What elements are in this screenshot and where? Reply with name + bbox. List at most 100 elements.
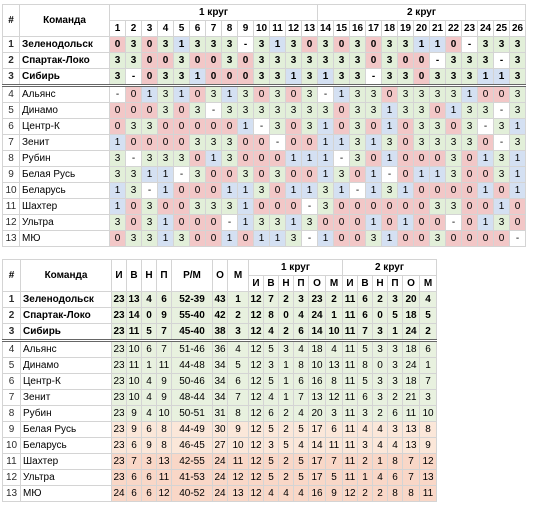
result-cell: 3 [173, 150, 190, 167]
result-cell: 1 [173, 36, 190, 53]
result-cell: 0 [477, 198, 494, 215]
total-cell: 3 [227, 323, 249, 342]
total-cell: 38 [212, 323, 228, 342]
result-cell: 3 [141, 214, 158, 231]
result-cell: 3 [301, 68, 318, 87]
total-cell: 51-46 [171, 340, 213, 358]
result-cell: 0 [189, 230, 206, 247]
result-cell: 1 [477, 68, 494, 87]
result-cell: 0 [333, 198, 350, 215]
result-cell: 0 [413, 150, 430, 167]
result-cell: 0 [173, 118, 190, 135]
result-cell: 3 [205, 36, 222, 53]
total-cell: 6 [156, 291, 172, 308]
result-cell: 3 [349, 52, 366, 69]
game-number-row: 1 2 3 4 5 6 7 8 9 10 11 12 13 14 15 16 17 18 19 20 21 22 23 24 2… [3, 20, 526, 37]
total-cell: 46-45 [171, 437, 213, 454]
result-cell: 3 [221, 150, 238, 167]
total-cell: 48-44 [171, 389, 213, 406]
total-cell: 23 [111, 405, 127, 422]
total-cell: 42 [212, 307, 228, 324]
result-cell: 0 [173, 182, 190, 199]
result-cell: 0 [173, 214, 190, 231]
total-cell: 9 [227, 421, 249, 438]
round2-cell: 6 [357, 389, 373, 406]
result-cell: 0 [333, 214, 350, 231]
table-row: 3 Сибирь 3-0 3 3 1 0 0 0 3 3 1 3 1 3 3-3 3 0 3 3 3 1 1 3 [2, 68, 526, 87]
round2-cell: 7 [402, 453, 420, 470]
result-cell: 0 [333, 102, 350, 119]
result-cell: - [141, 182, 158, 199]
result-cell: 0 [397, 230, 414, 247]
result-cell: 3 [429, 134, 446, 151]
result-cell: 0 [141, 68, 158, 87]
result-cell: - [509, 230, 526, 247]
result-cell: 3 [381, 36, 398, 53]
game-number-cell: 23 [461, 20, 478, 37]
result-cell: 3 [285, 102, 302, 119]
result-cell: 3 [397, 68, 414, 87]
result-cell: 0 [413, 214, 430, 231]
result-cell: 3 [221, 36, 238, 53]
row-number: 4 [2, 340, 21, 358]
result-cell: 3 [381, 52, 398, 69]
round-column-header: И [342, 275, 358, 292]
result-cell: 0 [461, 182, 478, 199]
result-cell: 3 [125, 36, 142, 53]
round1-cell: 16 [308, 373, 326, 390]
result-cell: 0 [205, 230, 222, 247]
total-cell: 4 [141, 373, 157, 390]
round2-cell: 2 [372, 291, 388, 308]
result-cell: 3 [173, 68, 190, 87]
result-cell: 1 [269, 36, 286, 53]
result-cell: 1 [141, 166, 158, 183]
round1-cell: 6 [293, 373, 309, 390]
result-cell: 1 [445, 102, 462, 119]
result-cell: 1 [205, 150, 222, 167]
round1-cell: 2 [278, 453, 294, 470]
result-cell: 0 [205, 52, 222, 69]
round2-cell: 3 [387, 373, 403, 390]
result-cell: 3 [365, 85, 382, 103]
result-cell: 0 [285, 134, 302, 151]
result-cell: 0 [189, 52, 206, 69]
total-column-header: О [212, 259, 228, 292]
round1-cell: 20 [308, 405, 326, 422]
result-cell: 3 [461, 102, 478, 119]
total-cell: 30 [212, 421, 228, 438]
round2-header: 2 круг [317, 4, 526, 21]
result-cell: 3 [189, 102, 206, 119]
round2-cell: 13 [419, 469, 437, 486]
result-cell: 3 [509, 102, 526, 119]
result-cell: 0 [381, 198, 398, 215]
table-row: 8 Рубин 3-3 3 3 0 1 3 0 0 0 1 1 1-3 0 1 0 0 0 3 0 1 3 1 [2, 150, 526, 167]
table-row: 12 Ультра 23 6 6 11 41-53 24 12 12 5 2 5 17 5 11 1 4 6 7 13 [2, 469, 437, 486]
total-cell: 11 [156, 357, 172, 374]
result-cell: - [221, 214, 238, 231]
result-cell: 1 [493, 198, 510, 215]
total-cell: 6 [141, 485, 157, 502]
row-number: 6 [2, 118, 20, 135]
round2-cell: 5 [419, 307, 437, 324]
result-cell: 3 [509, 52, 526, 69]
team-name: Динамо [19, 102, 110, 119]
total-cell: 11 [126, 357, 142, 374]
game-number-cell: 13 [301, 20, 318, 37]
result-cell: 0 [349, 214, 366, 231]
row-number: 3 [2, 323, 21, 342]
result-cell: - [429, 52, 446, 69]
result-cell: 1 [285, 214, 302, 231]
round-column-header: И [248, 275, 264, 292]
result-cell: 0 [397, 118, 414, 135]
result-cell: 3 [397, 85, 414, 103]
result-cell: 3 [173, 52, 190, 69]
result-cell: 1 [509, 182, 526, 199]
result-cell: 3 [125, 230, 142, 247]
round2-cell: 2 [387, 389, 403, 406]
result-cell: 1 [173, 85, 190, 103]
result-cell: - [333, 150, 350, 167]
total-cell: 24 [212, 469, 228, 486]
round1-cell: 1 [278, 389, 294, 406]
result-cell: - [349, 182, 366, 199]
round1-cell: 12 [248, 291, 264, 308]
